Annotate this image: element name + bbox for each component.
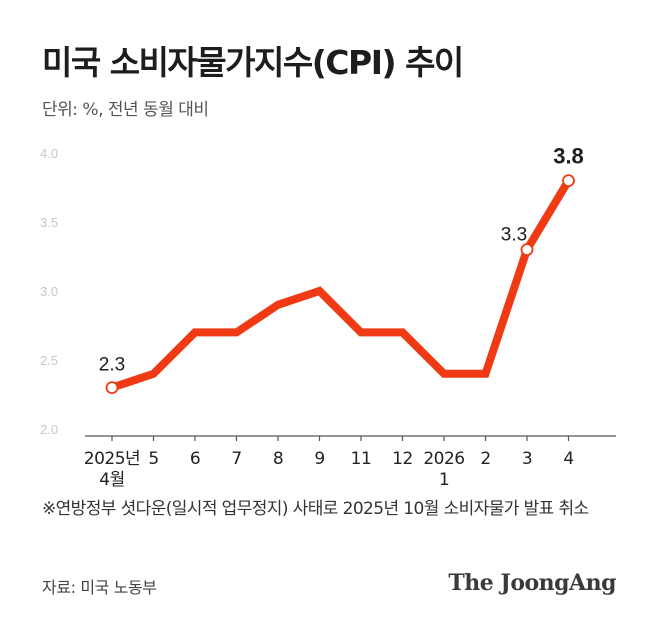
x-tick-label: 5: [148, 449, 158, 469]
data-point-marker: [520, 243, 534, 257]
y-tick-labels: 2.0 2.5 3.0 3.5 4.0: [40, 146, 58, 437]
x-tick-label: 6: [190, 449, 200, 469]
x-tick-label: 12: [392, 449, 413, 469]
page-title: 미국 소비자물가지수(CPI) 추이: [42, 43, 464, 82]
y-tick-label: 3.5: [40, 215, 58, 230]
y-tick-label: 3.0: [40, 284, 58, 299]
x-tick-label: 3: [522, 449, 532, 469]
source-label: 자료: 미국 노동부: [42, 578, 157, 597]
data-points: [105, 174, 575, 395]
unit-label: 단위: %, 전년 동월 대비: [42, 100, 209, 120]
x-tick-label: 2: [480, 449, 490, 469]
x-tick-label: 2025년 4월: [84, 449, 140, 490]
x-tick-label: 4: [563, 449, 573, 469]
data-label: 3.3: [501, 225, 527, 246]
x-tick-labels: 2025년 4월 5 6 7 8 9 11 12 2026 1 2 3 4: [84, 449, 574, 490]
x-tick-marks: [111, 436, 570, 441]
brand-logo: The JoongAng: [448, 570, 616, 596]
data-point-marker: [105, 381, 119, 395]
data-point-marker: [562, 174, 575, 188]
x-tick-label: 8: [273, 449, 283, 469]
cpi-series-line: [110, 178, 572, 392]
x-tick-label: 2026 1: [423, 449, 464, 490]
y-tick-label: 2.0: [40, 422, 58, 437]
data-label: 2.3: [99, 355, 125, 376]
x-tick-label: 9: [314, 449, 324, 469]
data-labels: 2.3 3.3 3.8: [99, 144, 584, 376]
footnote: ※연방정부 셧다운(일시적 업무정지) 사태로 2025년 10월 소비자물가 …: [42, 499, 589, 519]
x-tick-label: 7: [231, 449, 241, 469]
x-tick-label: 11: [351, 449, 372, 469]
data-label: 3.8: [553, 144, 584, 169]
y-tick-label: 4.0: [40, 146, 58, 161]
y-tick-label: 2.5: [40, 353, 58, 368]
